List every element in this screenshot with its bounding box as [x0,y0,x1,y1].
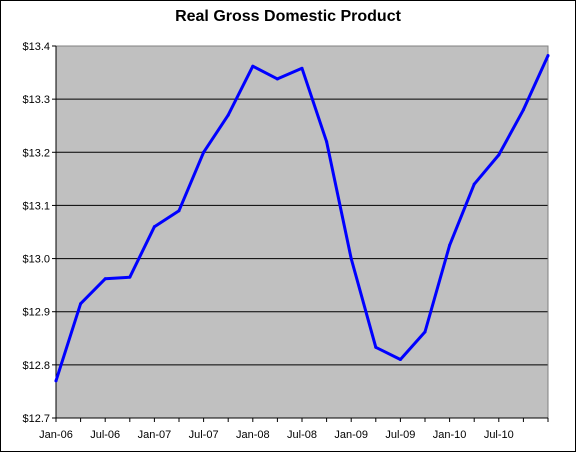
data-point [472,182,476,186]
y-tick-label: $13.0 [22,254,50,266]
x-tick-label: Jul-07 [189,429,219,441]
x-axis-ticks: Jan-06 Jul-06 Jan-07 Jul-07 Jan-08 Jul-08 Jan-… [39,418,549,441]
data-point [79,302,83,306]
data-point [202,150,206,154]
data-point [325,140,329,144]
data-point [497,153,501,157]
data-point [521,108,525,112]
data-point [103,277,107,281]
data-point [546,54,550,58]
y-tick-label: $13.2 [22,147,50,159]
data-point [275,77,279,81]
y-axis-ticks: $12.7 $12.8 $12.9 $13.0 $13.1 $13.2 $13.3 $13.4 [22,41,56,425]
x-tick-label: Jul-10 [484,429,514,441]
x-tick-label: Jul-09 [385,429,415,441]
data-point [177,209,181,213]
y-tick-label: $12.8 [22,360,50,372]
data-point [423,330,427,334]
plot-area [56,46,548,418]
x-tick-label: Jan-09 [334,429,368,441]
x-tick-label: Jan-08 [236,429,270,441]
data-point [251,64,255,68]
data-point [448,243,452,247]
data-point [349,257,353,261]
data-point [128,275,132,279]
y-tick-label: $13.4 [22,41,50,53]
y-tick-label: $12.9 [22,307,50,319]
x-tick-label: Jan-06 [39,429,73,441]
x-tick-label: Jan-07 [138,429,172,441]
x-tick-label: Jan-10 [433,429,467,441]
chart-title: Real Gross Domestic Product [175,8,401,25]
data-point [54,379,58,383]
data-point [398,358,402,362]
data-point [300,66,304,70]
data-point [152,225,156,229]
x-tick-label: Jul-06 [90,429,120,441]
y-tick-label: $13.1 [22,200,50,212]
data-point [226,113,230,117]
data-point [374,345,378,349]
y-tick-label: $13.3 [22,94,50,106]
y-tick-label: $12.7 [22,413,50,425]
series-group [54,54,550,383]
x-tick-label: Jul-08 [287,429,317,441]
